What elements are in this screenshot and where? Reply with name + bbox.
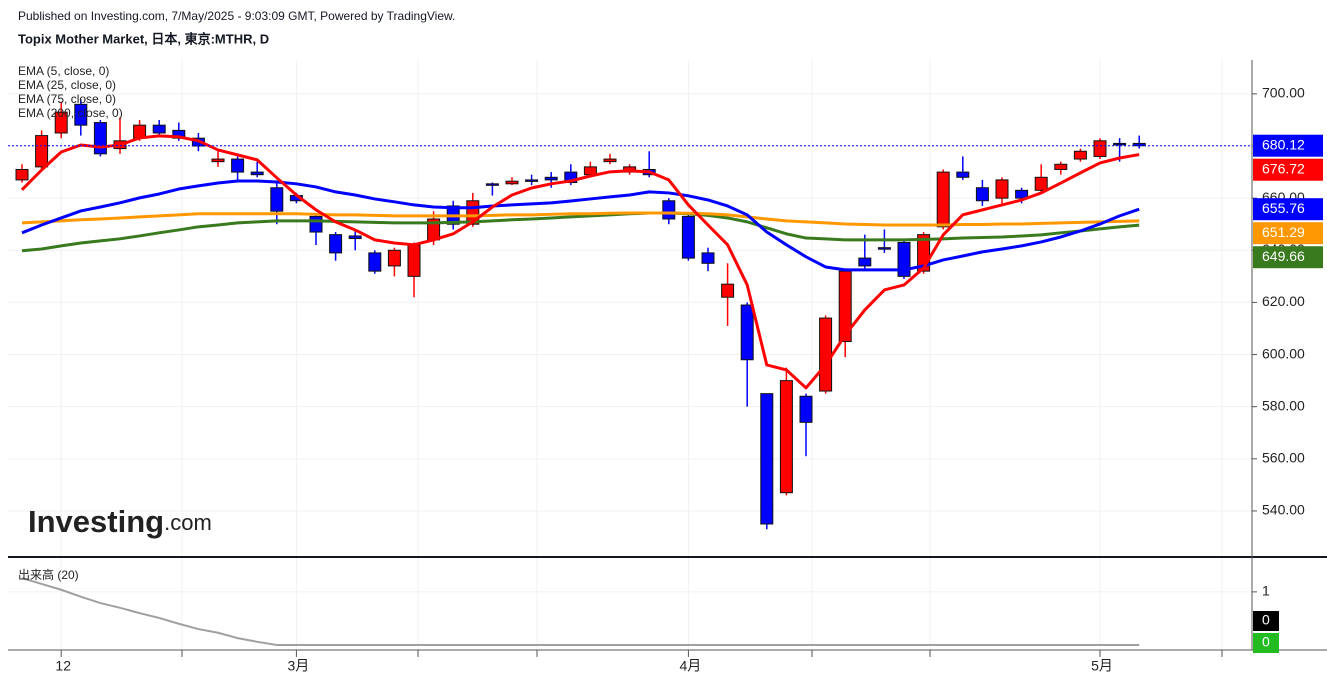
logo: Investing.com <box>28 504 212 539</box>
candle-body <box>701 252 715 264</box>
y-tick-label: 700.00 <box>1262 85 1305 101</box>
price-label: 655.76 <box>1262 200 1305 216</box>
candle-body <box>995 179 1009 199</box>
candle-body <box>819 317 833 392</box>
candle-body <box>152 124 166 134</box>
candle-body <box>760 393 774 525</box>
candle-body <box>564 171 578 184</box>
candle-body <box>368 252 382 272</box>
price-label-box <box>1253 198 1323 221</box>
y-tick-label: 560.00 <box>1262 450 1305 466</box>
candle-body <box>740 304 754 361</box>
x-tick-label: 3月 <box>288 658 310 674</box>
candle-body <box>936 171 950 228</box>
candle-body <box>1132 142 1146 147</box>
candle-body <box>35 135 49 168</box>
candle-body <box>799 395 813 423</box>
candle-body <box>329 234 343 254</box>
legend-entry: EMA (25, close, 0) <box>18 78 116 92</box>
candle-body <box>309 215 323 233</box>
candle-body <box>74 103 88 126</box>
volume-ma-line <box>21 577 1140 647</box>
volume-label-box <box>1253 611 1279 632</box>
candle-body <box>525 179 539 182</box>
candle-body <box>250 171 264 176</box>
candle-body <box>54 111 68 134</box>
candle-body <box>975 187 989 202</box>
y-tick-label: 600.00 <box>1262 345 1305 361</box>
candle-body <box>93 122 107 155</box>
candle-body <box>231 158 245 173</box>
price-label: 680.12 <box>1262 136 1305 152</box>
y-tick-label: 580.00 <box>1262 397 1305 413</box>
candle-body <box>662 200 676 220</box>
header: Published on Investing.com, 7/May/2025 -… <box>18 9 455 23</box>
y-tick-label: 540.00 <box>1262 502 1305 518</box>
price-label: 676.72 <box>1262 160 1305 176</box>
candle-body <box>583 166 597 176</box>
volume-label: 0 <box>1262 634 1270 650</box>
legend-entry: EMA (200, close, 0) <box>18 106 123 120</box>
ema-line <box>21 179 1140 272</box>
x-tick-label: 4月 <box>680 658 702 674</box>
plot <box>8 60 1252 650</box>
week-ticks <box>181 650 1223 657</box>
y-tick-label: 620.00 <box>1262 293 1305 309</box>
candle-body <box>407 244 421 277</box>
price-label-box <box>1253 246 1323 269</box>
candle-body <box>348 235 362 240</box>
candle-body <box>15 168 29 181</box>
candle-body <box>1073 150 1087 160</box>
price-label: 649.66 <box>1262 248 1305 264</box>
legend-entry: EMA (5, close, 0) <box>18 64 109 78</box>
candle-body <box>270 187 284 212</box>
candle-body <box>603 158 617 163</box>
volume-label: 0 <box>1262 612 1270 628</box>
y-tick-label: 1 <box>1262 583 1270 599</box>
candle-body <box>956 171 970 178</box>
candle-body <box>544 176 558 181</box>
x-tick-label: 5月 <box>1091 658 1113 674</box>
legend-entry: EMA (75, close, 0) <box>18 92 116 106</box>
candle-body <box>1054 163 1068 170</box>
ema-line <box>21 211 1140 253</box>
price-label-box <box>1253 158 1323 181</box>
volume-label-box <box>1253 633 1279 653</box>
candle-body <box>1015 189 1029 199</box>
chart-title: Topix Mother Market, 日本, 東京:MTHR, D <box>18 31 269 46</box>
candle-body <box>1034 176 1048 191</box>
candle-body <box>877 247 891 250</box>
candle-body <box>485 183 499 186</box>
logo-suffix: .com <box>164 510 212 535</box>
candle-body <box>1093 140 1107 157</box>
candle-body <box>387 249 401 267</box>
x-tick-label: 12 <box>55 658 71 674</box>
candle-body <box>721 283 735 298</box>
price-label: 651.29 <box>1262 224 1305 240</box>
price-label-box <box>1253 134 1323 157</box>
candle-body <box>858 257 872 267</box>
candle-body <box>505 180 519 185</box>
logo-name: Investing <box>28 504 164 539</box>
candle-body <box>779 380 793 494</box>
candle-body <box>211 158 225 163</box>
candle-body <box>1113 142 1127 146</box>
price-label-box <box>1253 222 1323 245</box>
candle-body <box>681 215 695 259</box>
legend-entry: 出来高 (20) <box>18 567 79 582</box>
